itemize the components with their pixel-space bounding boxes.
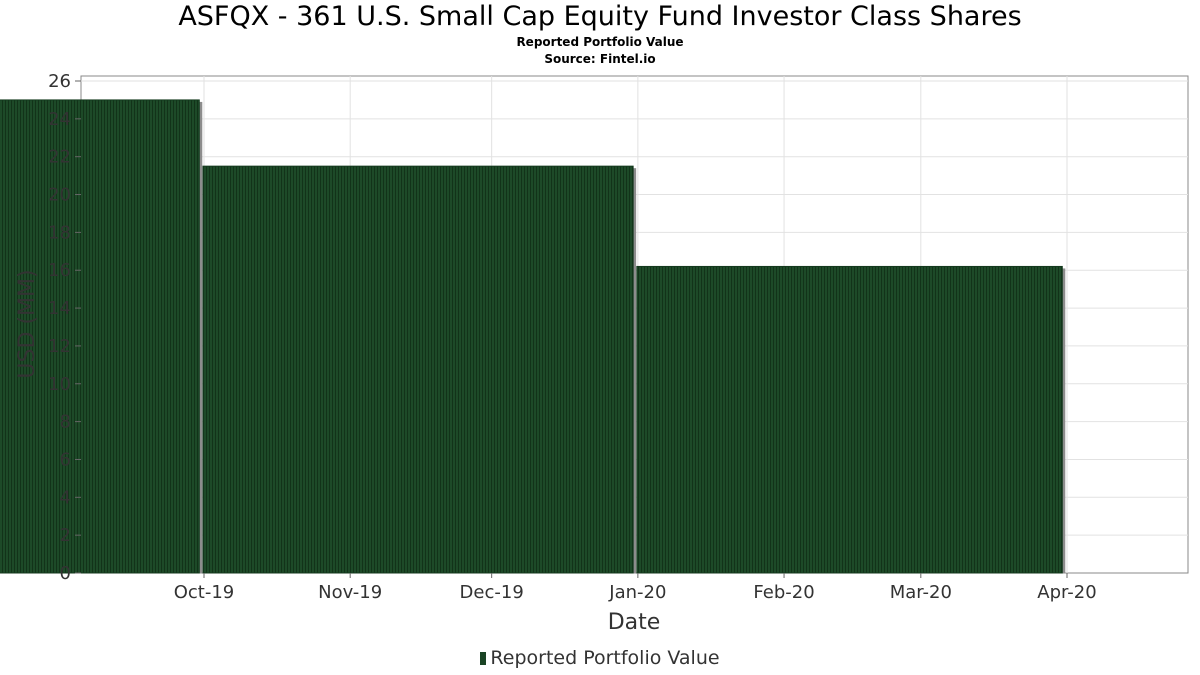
y-tick-label: 2 xyxy=(60,525,71,546)
y-tick-label: 10 xyxy=(48,374,71,395)
y-tick-label: 6 xyxy=(60,449,71,470)
x-tick-label: Feb-20 xyxy=(753,582,814,603)
bars xyxy=(0,99,1066,574)
bar xyxy=(202,165,634,574)
x-tick-label: Dec-19 xyxy=(460,582,524,603)
y-tick-label: 14 xyxy=(48,298,71,319)
y-tick-label: 18 xyxy=(48,222,71,243)
y-tick-label: 4 xyxy=(60,487,71,508)
y-tick-label: 26 xyxy=(48,71,71,92)
y-tick-label: 16 xyxy=(48,260,71,281)
y-tick-label: 22 xyxy=(48,147,71,168)
bar xyxy=(636,265,1063,574)
y-tick-label: 0 xyxy=(60,563,71,584)
y-tick-label: 12 xyxy=(48,336,71,357)
bar xyxy=(0,99,200,574)
x-tick-label: Oct-19 xyxy=(174,582,235,603)
legend: Reported Portfolio Value xyxy=(0,647,1200,669)
x-tick-label: Nov-19 xyxy=(318,582,382,603)
legend-label: Reported Portfolio Value xyxy=(490,647,720,669)
chart-title: ASFQX - 361 U.S. Small Cap Equity Fund I… xyxy=(178,1,1022,32)
legend-swatch xyxy=(480,652,487,665)
x-tick-label: Apr-20 xyxy=(1037,582,1096,603)
chart-subtitle: Reported Portfolio Value xyxy=(516,35,684,49)
x-tick-label: Mar-20 xyxy=(890,582,952,603)
y-axis-title: USD (MM) xyxy=(15,269,40,378)
y-tick-label: 20 xyxy=(48,185,71,206)
y-tick-label: 8 xyxy=(60,412,71,433)
x-axis-title: Date xyxy=(608,610,661,635)
x-tick-label: Jan-20 xyxy=(608,582,666,603)
x-axis-ticks: Oct-19 Nov-19 Dec-19 Jan-20 Feb-20 Mar-20 Apr-… xyxy=(174,573,1097,603)
y-tick-label: 24 xyxy=(48,109,71,130)
chart-source: Source: Fintel.io xyxy=(544,52,656,66)
